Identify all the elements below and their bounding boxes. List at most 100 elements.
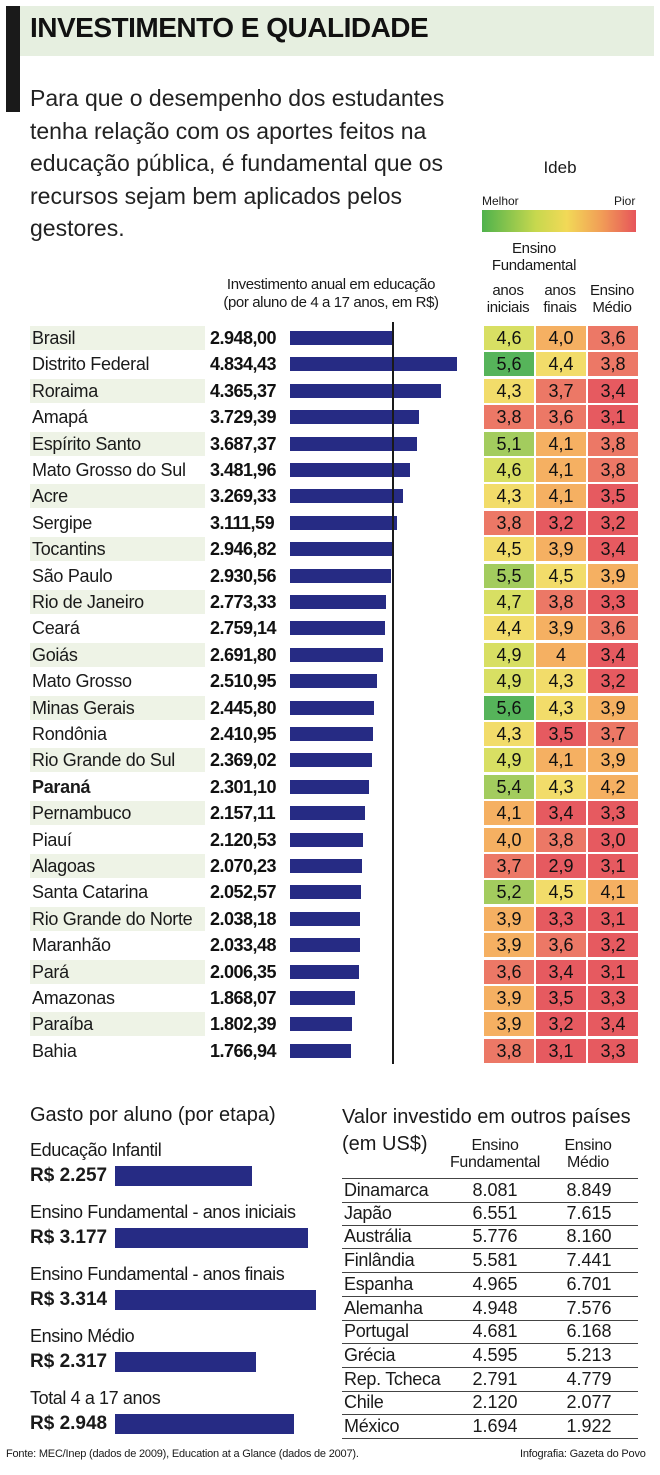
gasto-value: R$ 2.948 xyxy=(30,1413,108,1434)
country-ef-value: 4.595 xyxy=(472,1344,518,1365)
gasto-title: Gasto por aluno (por etapa) xyxy=(30,1104,276,1126)
ideb-cell-fin: 4,1 xyxy=(536,748,586,773)
source-note: Fonte: MEC/Inep (dados de 2009), Educati… xyxy=(6,1448,359,1460)
ideb-cell-ini: 4,3 xyxy=(484,722,534,746)
investment-value-label: 2.510,95 xyxy=(210,671,277,692)
investment-bar xyxy=(290,331,392,345)
ideb-cell-fin: 3,4 xyxy=(536,959,586,984)
ideb-cell-med: 3,2 xyxy=(588,510,638,535)
ideb-cell-ini: 5,1 xyxy=(484,431,534,456)
investment-bar xyxy=(290,489,403,504)
state-label: Santa Catarina xyxy=(32,882,148,903)
investment-value-label: 3.729,39 xyxy=(210,407,277,428)
state-label: Pará xyxy=(32,961,69,982)
title-bar xyxy=(6,6,654,56)
ideb-cell-med: 3,3 xyxy=(588,590,638,614)
state-label: Roraima xyxy=(32,380,98,401)
ideb-cell-fin: 4,3 xyxy=(536,669,586,694)
ideb-cell-med: 3,8 xyxy=(588,352,638,377)
investment-bar xyxy=(290,515,397,530)
gasto-bar xyxy=(115,1290,316,1310)
ideb-cell-ini: 4,7 xyxy=(484,590,534,614)
country-name: Portugal xyxy=(344,1321,409,1342)
state-label: Acre xyxy=(32,486,68,507)
state-label: Ceará xyxy=(32,618,80,639)
ideb-cell-ini: 4,9 xyxy=(484,669,534,694)
country-row: Japão 6.551 7.615 xyxy=(342,1202,638,1226)
investment-value-label: 2.052,57 xyxy=(210,882,277,903)
gasto-value: R$ 3.314 xyxy=(30,1289,108,1310)
investment-bar xyxy=(290,568,391,583)
state-row-band xyxy=(30,748,205,773)
ideb-cell-med: 4,2 xyxy=(588,774,638,799)
country-row: Chile 2.120 2.077 xyxy=(342,1391,638,1416)
ideb-cell-med: 3,4 xyxy=(588,1012,638,1037)
investment-value-label: 2.038,18 xyxy=(210,908,277,929)
ideb-col-final: anos finais xyxy=(543,282,577,316)
intro-text: Para que o desempenho dos estudantes ten… xyxy=(30,85,445,242)
ideb-cell-fin: 4,1 xyxy=(536,484,586,509)
country-ef-value: 5.776 xyxy=(472,1226,518,1247)
state-row-band xyxy=(30,590,205,614)
country-row: Grécia 4.595 5.213 xyxy=(342,1344,638,1368)
investment-header: Investimento anual em educação (por alun… xyxy=(223,276,439,311)
investment-value-label: 2.301,10 xyxy=(210,776,277,797)
ideb-cell-med: 3,6 xyxy=(588,616,638,641)
investment-value-label: 2.120,53 xyxy=(210,829,277,850)
country-em-value: 2.077 xyxy=(566,1392,612,1413)
state-label: Brasil xyxy=(32,328,76,348)
investment-value-label: 2.157,11 xyxy=(210,803,276,824)
investment-bar xyxy=(290,410,419,425)
ideb-cell-med: 3,2 xyxy=(588,669,638,694)
investment-bar xyxy=(290,938,360,953)
ideb-cell-fin: 3,5 xyxy=(536,722,586,746)
investment-bar xyxy=(290,542,392,557)
investment-value-label: 2.691,80 xyxy=(210,644,277,665)
gasto-bar xyxy=(115,1414,294,1434)
country-name: Austrália xyxy=(344,1226,412,1247)
ideb-cell-med: 3,9 xyxy=(588,748,638,773)
investment-bar xyxy=(290,859,362,873)
country-row: México 1.694 1.922 xyxy=(342,1415,638,1439)
country-name: México xyxy=(344,1416,400,1436)
ideb-cell-ini: 5,6 xyxy=(484,695,534,720)
gasto-label: Ensino Médio xyxy=(30,1326,135,1346)
investment-value-label: 3.269,33 xyxy=(210,486,277,507)
investment-bar xyxy=(290,436,417,451)
ideb-cell-fin: 4,1 xyxy=(536,458,586,482)
ideb-cell-fin: 4,1 xyxy=(536,431,586,456)
state-row-band xyxy=(30,642,205,667)
investment-value-label: 2.006,35 xyxy=(210,961,277,982)
ideb-cell-ini: 4,6 xyxy=(484,458,534,482)
ideb-cell-ini: 4,5 xyxy=(484,537,534,562)
state-label: Pernambuco xyxy=(32,803,132,824)
paises-col-ef: Ensino Fundamental xyxy=(449,1137,541,1171)
ideb-cell-med: 3,9 xyxy=(588,563,638,588)
gasto-bar xyxy=(115,1352,256,1372)
ideb-cell-med: 3,3 xyxy=(588,986,638,1010)
state-label: Tocantins xyxy=(32,539,106,560)
ideb-cell-med: 3,4 xyxy=(588,378,638,403)
ideb-cell-ini: 5,4 xyxy=(484,774,534,799)
investment-value-label: 2.070,23 xyxy=(210,856,277,876)
ideb-cell-fin: 3,5 xyxy=(536,986,586,1010)
ideb-cell-ini: 4,0 xyxy=(484,827,534,852)
country-name: Rep. Tcheca xyxy=(344,1368,441,1389)
investment-value-label: 1.868,07 xyxy=(210,988,277,1008)
ideb-cell-fin: 3,9 xyxy=(536,616,586,641)
investment-bar xyxy=(290,674,377,689)
state-row-band xyxy=(30,801,205,826)
state-row-band xyxy=(30,854,205,878)
ideb-cell-med: 3,1 xyxy=(588,959,638,984)
ideb-cell-med: 3,5 xyxy=(588,484,638,509)
ideb-cell-med: 3,8 xyxy=(588,431,638,456)
country-em-value: 7.441 xyxy=(566,1250,612,1271)
investment-bar xyxy=(290,964,359,979)
investment-value-label: 2.033,48 xyxy=(210,935,277,956)
paises-col-em: Ensino Médio xyxy=(564,1137,612,1171)
ideb-cell-fin: 3,7 xyxy=(536,378,586,403)
ideb-cell-fin: 3,6 xyxy=(536,933,586,958)
state-label: Mato Grosso xyxy=(32,671,132,692)
ideb-cell-fin: 3,2 xyxy=(536,510,586,535)
country-row: Dinamarca 8.081 8.849 xyxy=(342,1178,638,1203)
